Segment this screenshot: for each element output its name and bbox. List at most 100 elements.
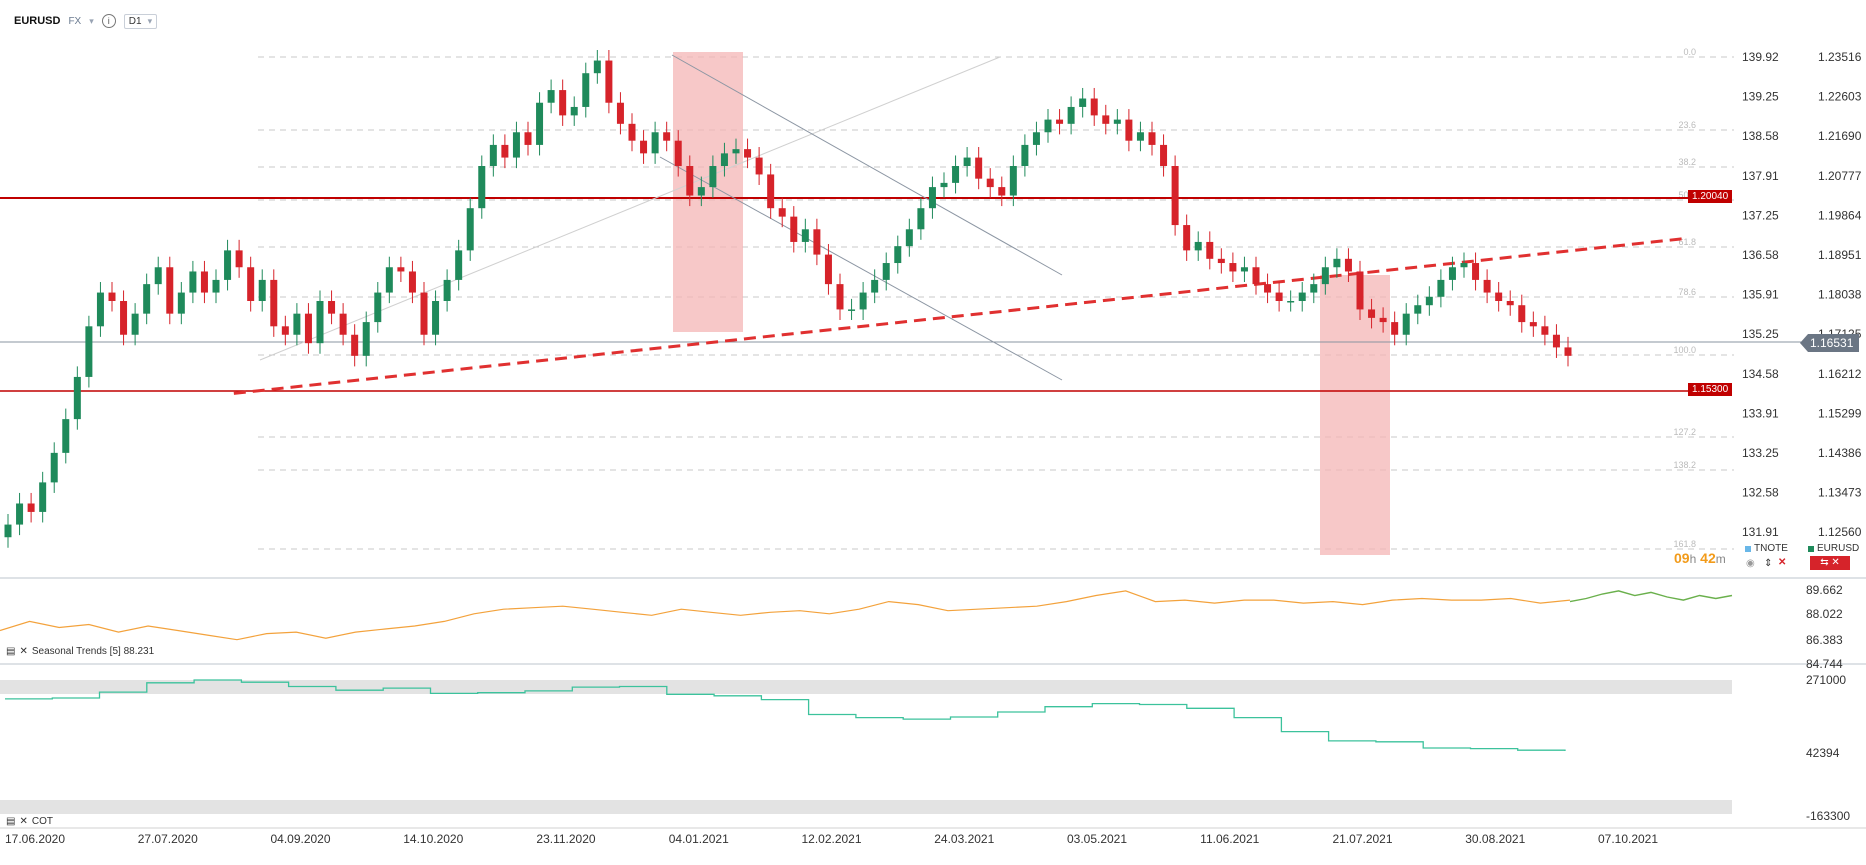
symbol-label[interactable]: EURUSD [14,15,61,27]
candle-body [1229,263,1237,272]
candle-body [1194,241,1202,251]
price-axis-tick: 1.19864 [1818,208,1862,222]
candle-body [235,250,243,268]
candle-body [293,313,301,335]
channel-line [671,54,1063,276]
candle-body [362,322,370,356]
candle-body [894,246,902,264]
candle-body [813,229,821,255]
candle-body [1333,258,1341,268]
candle-body [1495,292,1503,301]
candle-body [1090,98,1098,116]
fib-level-label: 78.6 [1678,287,1696,297]
legend-eurusd[interactable]: EURUSD [1808,543,1859,554]
panel-settings-icon[interactable]: ▤ [6,816,16,827]
legend-tnote-label: TNOTE [1754,543,1788,554]
cot-axis-tick: 271000 [1806,673,1846,687]
legend-tnote[interactable]: TNOTE [1745,543,1788,554]
level-price-tag[interactable]: 1.15300 [1688,383,1733,396]
candle-body [1414,305,1422,314]
fib-level-label: 0.0 [1683,47,1696,57]
info-icon[interactable]: i [101,14,116,28]
candle-body [732,149,740,154]
candle-body [304,313,312,344]
candle-body [1240,267,1248,272]
reorder-icon[interactable]: ⇕ [1764,558,1773,569]
candle-body [443,279,451,301]
price-axis-tick: 1.20777 [1818,169,1862,183]
candle-body [1564,347,1572,356]
candle-body [628,123,636,141]
x-axis-tick: 04.09.2020 [270,832,330,846]
left-axis-tick: 139.92 [1742,50,1779,64]
price-axis-tick: 1.21690 [1818,129,1862,143]
candle-body [1044,119,1052,133]
current-price-tag[interactable]: 1.16531 [1800,334,1860,352]
price-axis-tick: 1.23516 [1818,50,1862,64]
x-axis-tick: 11.06.2021 [1200,832,1259,846]
candle-body [1425,296,1433,306]
candle-body [1113,119,1121,124]
cot-band [0,800,1732,814]
fib-level-label: 161.8 [1673,539,1696,549]
seasonal-line [1569,590,1733,603]
cot-panel-label[interactable]: ▤ ✕ COT [6,816,53,827]
price-axis-tick: 1.15299 [1818,406,1862,420]
candle-body [1518,305,1526,323]
candle-body [166,267,174,314]
fib-level-label: 23.6 [1678,120,1696,130]
timeframe-select[interactable]: D1 ▾ [123,13,158,29]
indicator-close-button[interactable]: ⇆ ✕ [1810,556,1850,570]
candle-body [432,301,440,335]
candle-body [62,419,70,453]
candle-body [674,140,682,167]
seasonal-panel-label[interactable]: ▤ ✕ Seasonal Trends [5] 88.231 [6,646,154,657]
cot-axis-tick: 42394 [1806,746,1840,760]
chevron-down-icon[interactable]: ▾ [89,15,94,26]
candle-body [1344,258,1352,272]
candle-body [1275,292,1283,301]
eye-icon[interactable]: ◉ [1746,558,1755,569]
candle-body [351,334,359,356]
candle-body [108,292,116,301]
candle-body [1472,263,1480,280]
cot-label: COT [31,816,53,827]
candle-body [1032,132,1040,145]
candle-body [720,153,728,167]
candle-body [790,216,798,242]
candle-body [686,166,694,196]
highlight-zone [1320,275,1390,555]
panel-close-icon[interactable]: ✕ [19,646,28,657]
candle-body [651,132,659,154]
price-axis-tick: 1.18038 [1818,288,1862,302]
candle-body [385,267,393,293]
candle-body [143,284,151,314]
candle-body [859,292,867,310]
candle-body [478,166,486,209]
candle-body [1206,241,1214,259]
candle-body [963,157,971,167]
close-icon[interactable]: ✕ [1778,557,1787,568]
candle-body [420,292,428,335]
timer-hours: 09 [1674,550,1690,566]
panel-settings-icon[interactable]: ▤ [6,646,16,657]
panel-close-icon[interactable]: ✕ [19,816,28,827]
candle-body [1391,322,1399,335]
left-axis-tick: 137.25 [1742,208,1779,222]
left-axis-tick: 135.91 [1742,288,1779,302]
candle-body [1183,225,1191,251]
candle-body [73,376,81,420]
candle-body [212,279,220,293]
level-price-tag[interactable]: 1.20040 [1688,190,1733,203]
candle-body [1541,326,1549,335]
candle-body [570,106,578,116]
cot-axis-tick: -163300 [1806,809,1850,823]
candle-body [512,132,520,158]
candle-body [871,279,879,293]
candle-body [1079,98,1087,107]
candle-body [975,157,983,179]
candle-body [536,102,544,145]
fib-level-label: 61.8 [1678,237,1696,247]
channel-line [659,156,1063,381]
